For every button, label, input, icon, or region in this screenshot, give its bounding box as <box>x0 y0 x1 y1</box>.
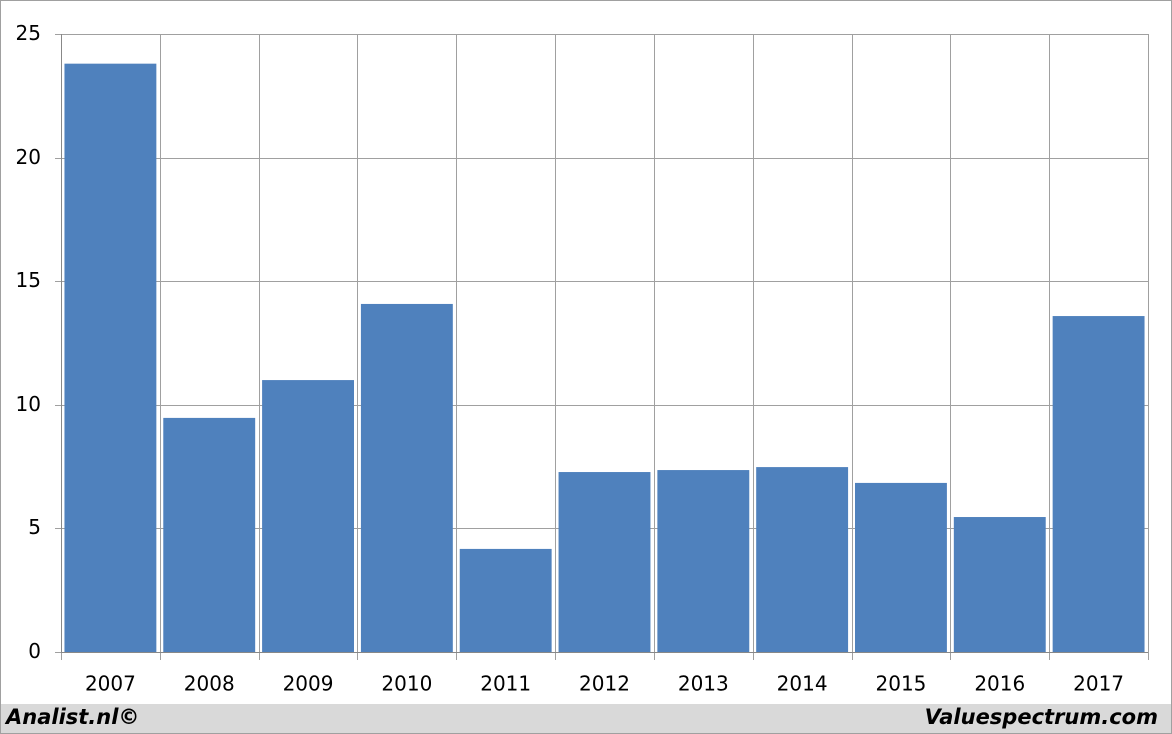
bar <box>855 482 947 652</box>
x-tick-label: 2009 <box>283 672 334 696</box>
bar <box>64 63 157 652</box>
x-tick-label: 2013 <box>678 672 729 696</box>
x-tick-label: 2015 <box>876 672 927 696</box>
x-tick-label: 2016 <box>974 672 1025 696</box>
footer-band <box>1 704 1171 733</box>
x-tick-label: 2012 <box>579 672 630 696</box>
x-tick-label: 2007 <box>85 672 136 696</box>
x-tick-label: 2014 <box>777 672 828 696</box>
bar <box>558 472 651 652</box>
bar <box>262 380 354 652</box>
x-tick-label: 2008 <box>184 672 235 696</box>
x-tick-label: 2017 <box>1073 672 1124 696</box>
footer-left: Analist.nl© <box>4 705 139 729</box>
bar <box>953 517 1046 652</box>
y-tick-label: 0 <box>28 639 41 663</box>
footer-right: Valuespectrum.com <box>925 705 1158 729</box>
y-tick-label: 25 <box>16 21 41 45</box>
x-tick-label: 2010 <box>381 672 432 696</box>
y-tick-label: 20 <box>16 145 41 169</box>
x-tick-label: 2011 <box>480 672 531 696</box>
y-tick-label: 5 <box>28 515 41 539</box>
bar <box>360 303 453 652</box>
bar <box>1052 316 1145 652</box>
y-tick-label: 15 <box>16 268 41 292</box>
bar <box>459 548 552 652</box>
bar <box>657 470 750 652</box>
y-tick-label: 10 <box>16 392 41 416</box>
bar <box>756 467 849 652</box>
bar <box>163 417 256 652</box>
